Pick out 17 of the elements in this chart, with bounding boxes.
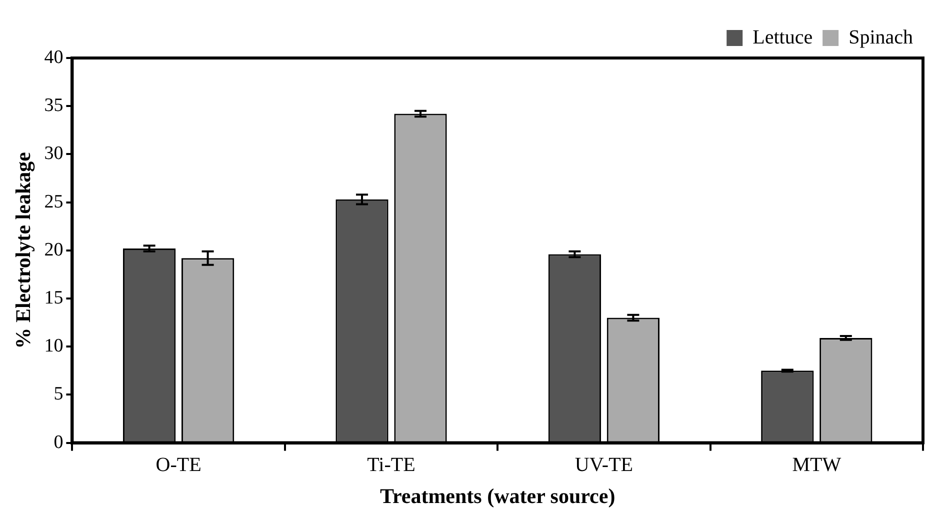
y-tick-label: 5 [54, 384, 64, 405]
x-axis-title: Treatments (water source) [380, 484, 616, 508]
x-tick-label: MTW [792, 454, 842, 476]
x-tick-label: O-TE [156, 454, 202, 476]
y-tick-label: 0 [54, 432, 64, 453]
y-tick-label: 40 [44, 46, 64, 68]
y-tick-label: 25 [44, 191, 64, 212]
y-tick-label: 15 [44, 287, 64, 308]
x-tick-label: UV-TE [574, 454, 634, 476]
y-tick-label: 20 [44, 239, 64, 260]
y-axis-title: % Electrolyte leakage [11, 152, 36, 349]
legend-label: Lettuce [752, 26, 813, 48]
y-tick-label: 35 [44, 95, 64, 116]
legend-label: Spinach [848, 26, 914, 48]
y-tick-label: 30 [44, 143, 64, 164]
y-tick-label: 10 [44, 336, 64, 357]
x-tick-label: Ti-TE [367, 454, 416, 476]
